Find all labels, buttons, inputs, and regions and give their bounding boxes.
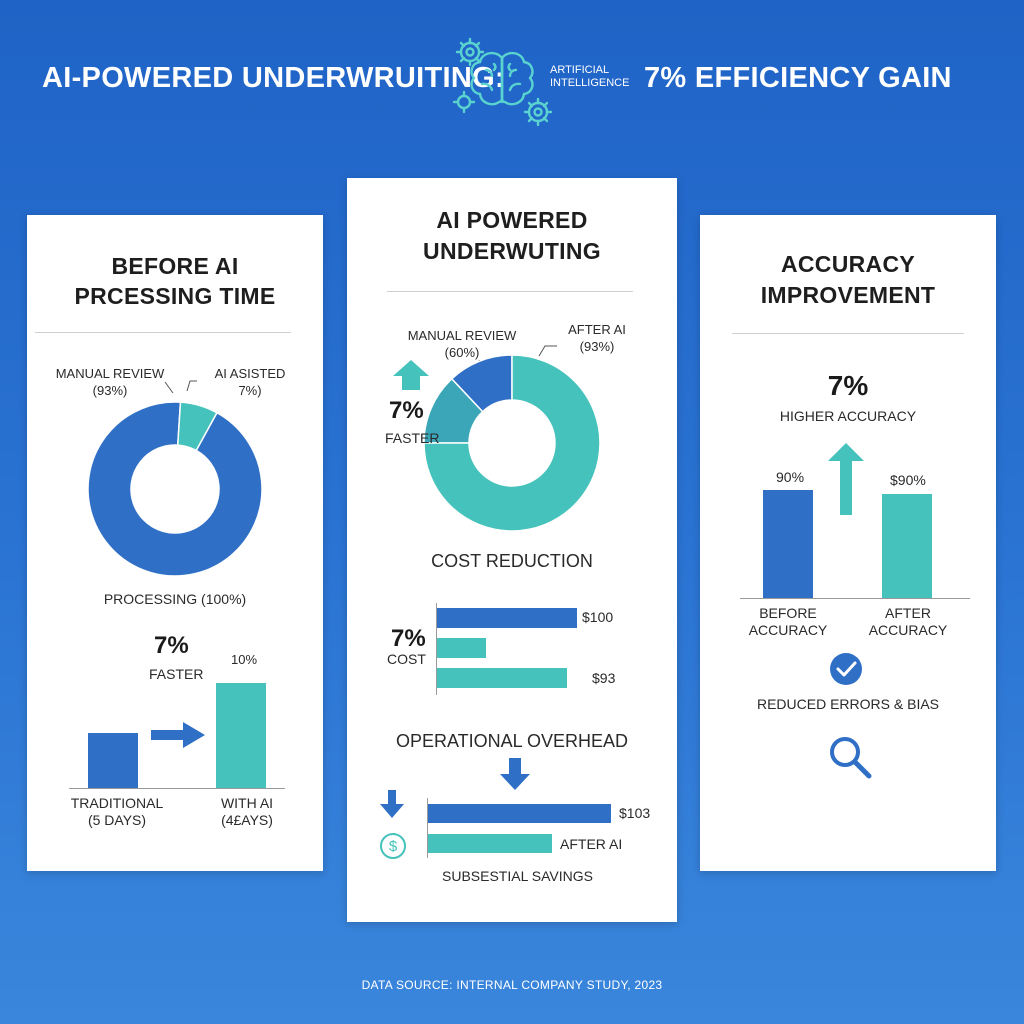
- with-ai-label: WITH AI (4£AYS): [197, 795, 297, 829]
- overhead-bar-after: [428, 834, 553, 853]
- before-accuracy-value: 90%: [776, 469, 805, 485]
- overhead-value: $103: [619, 805, 651, 821]
- center-faster-pct: 7%: [389, 397, 424, 424]
- cost-bar-before: [437, 608, 577, 628]
- after-accuracy-value: $90%: [890, 472, 926, 488]
- svg-text:$: $: [389, 838, 398, 855]
- arrow-up-icon: [393, 360, 429, 390]
- donut-label-ai-2: 7%): [238, 383, 262, 398]
- donut-chart-before: [87, 401, 263, 577]
- with-ai-label-2: (4£AYS): [221, 812, 273, 828]
- reduced-errors: REDUCED ERRORS & BIAS: [756, 696, 940, 712]
- cost-axis: [436, 603, 437, 695]
- overhead-bar-before: [428, 804, 611, 823]
- cost-reduction-title: COST REDUCTION: [431, 551, 593, 571]
- bar-before-accuracy: [763, 490, 813, 598]
- traditional-label-2: (5 DAYS): [87, 812, 147, 828]
- donut-label-manual-2: (93%): [92, 383, 128, 398]
- brain-gears-icon: [452, 37, 553, 127]
- cost-pct: 7%: [391, 625, 426, 652]
- with-ai-label-1: WITH AI: [220, 795, 274, 811]
- left-card-title-line2: PRCESSING TIME: [74, 283, 276, 309]
- overhead-axis: [427, 798, 428, 858]
- center-card-title-line2: UNDERWUTING: [423, 238, 601, 264]
- left-card-divider: [35, 332, 291, 333]
- donut-label-ai: AI ASISTED 7%): [205, 365, 295, 399]
- header-left-title: AI-POWERED UNDERWRUITING:: [42, 62, 505, 94]
- after-ai-label-1: AFTER AI: [568, 322, 626, 337]
- cost-label: COST: [387, 651, 426, 667]
- left-bar-baseline: [69, 788, 285, 789]
- overhead-after-label: AFTER AI: [560, 836, 623, 852]
- manual-review-label: MANUAL REVIEW (60%): [407, 327, 517, 361]
- cost-value-top: $100: [582, 609, 614, 625]
- leader-lines-left: [164, 380, 197, 394]
- accuracy-up-arrow-icon: [828, 443, 864, 515]
- before-accuracy-label-1: BEFORE: [759, 605, 817, 621]
- right-card-divider: [732, 333, 964, 334]
- bar-after-accuracy: [882, 494, 932, 598]
- cost-bar-after: [437, 668, 568, 688]
- before-accuracy-label: BEFORE ACCURACY: [738, 605, 838, 639]
- left-faster-pct: 7%: [154, 632, 189, 659]
- center-card-title-line1: AI POWERED: [436, 207, 588, 233]
- bar-with-ai: [216, 683, 266, 788]
- slice-transition: [423, 377, 484, 444]
- manual-review-label-1: MANUAL REVIEW: [407, 328, 517, 343]
- accuracy-baseline: [740, 598, 970, 599]
- data-source-footer: DATA SOURCE: INTERNAL COMPANY STUDY, 202…: [361, 978, 663, 992]
- after-accuracy-label-1: AFTER: [885, 605, 931, 621]
- arrow-down-icon: [500, 758, 530, 790]
- donut-label-manual: MANUAL REVIEW (93%): [55, 365, 165, 399]
- center-faster-label: FASTER: [385, 430, 440, 446]
- higher-accuracy: HIGHER ACCURACY: [779, 408, 917, 424]
- right-card: ACCURACY IMPROVEMENT 7% HIGHER ACCURACY …: [700, 215, 996, 871]
- check-circle-icon: [830, 653, 862, 685]
- left-card-title-line1: BEFORE AI: [111, 253, 239, 279]
- ai-label-line1: ARTIFICIAL: [550, 64, 610, 76]
- left-faster-label: FASTER: [149, 666, 204, 682]
- operational-overhead-title: OPERATIONAL OVERHEAD: [395, 731, 629, 751]
- slice-ai-assisted: [176, 401, 218, 452]
- arrow-right-icon: [151, 722, 205, 748]
- donut-chart-after: [423, 354, 601, 532]
- donut-label-ai-1: AI ASISTED: [214, 366, 286, 381]
- manual-review-label-2: (60%): [444, 345, 480, 360]
- dollar-circle-icon: $: [380, 833, 406, 859]
- left-card: BEFORE AI PRCESSING TIME MANUAL REVIEW (…: [27, 215, 323, 871]
- after-accuracy-label: AFTER ACCURACY: [858, 605, 958, 639]
- right-card-title-line1: ACCURACY: [780, 251, 915, 277]
- magnifier-icon: [830, 737, 872, 779]
- cost-value-bottom: $93: [592, 670, 616, 686]
- center-card-divider: [387, 291, 633, 292]
- right-card-title-line2: IMPROVEMENT: [760, 282, 936, 308]
- center-card: AI POWERED UNDERWUTING MANUAL REVIEW (60…: [347, 178, 677, 922]
- ai-label: ARTIFICIAL INTELLIGENCE: [550, 64, 629, 90]
- after-ai-label: AFTER AI (93%): [557, 321, 637, 355]
- traditional-label: TRADITIONAL (5 DAYS): [57, 795, 177, 829]
- slice-after-ai: [423, 354, 601, 532]
- after-accuracy-label-2: ACCURACY: [868, 622, 948, 638]
- before-accuracy-label-2: ACCURACY: [748, 622, 828, 638]
- bar-traditional: [88, 733, 138, 788]
- slice-manual-review: [87, 401, 263, 577]
- subsestial-savings: SUBSESTIAL SAVINGS: [442, 868, 593, 884]
- after-ai-label-2: (93%): [579, 339, 615, 354]
- header-right-title: 7% EFFICIENCY GAIN: [644, 62, 952, 94]
- ai-label-line2: INTELLIGENCE: [550, 77, 630, 89]
- left-bar-value: 10%: [231, 652, 258, 667]
- donut-label-manual-1: MANUAL REVIEW: [55, 366, 165, 381]
- traditional-label-1: TRADITIONAL: [70, 795, 164, 811]
- accuracy-pct: 7%: [827, 370, 869, 401]
- processing-label: PROCESSING (100%): [103, 591, 247, 607]
- arrow-down-small-icon: [380, 790, 404, 818]
- cost-bar-mid: [437, 638, 486, 658]
